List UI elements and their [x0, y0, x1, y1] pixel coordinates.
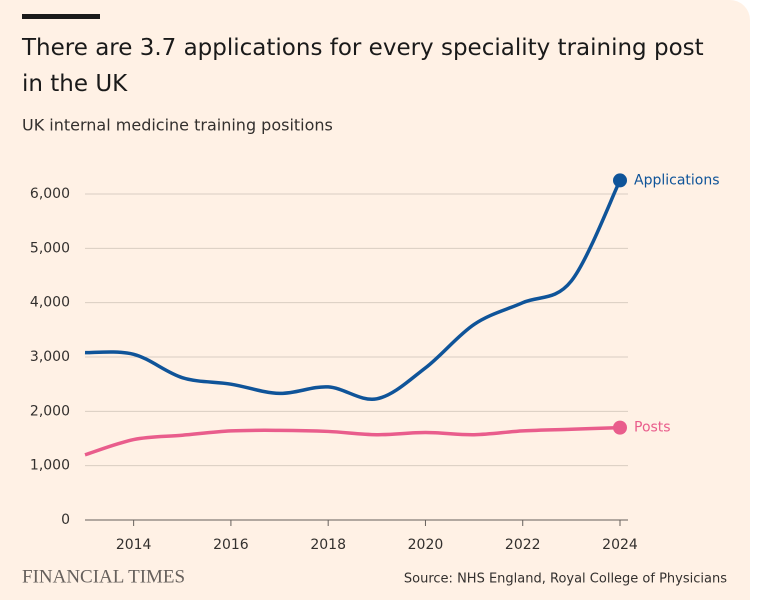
legend-label: Applications: [634, 172, 720, 188]
y-tick-label: 3,000: [30, 349, 70, 365]
line: [84, 425, 621, 457]
y-tick-label: 5,000: [30, 240, 70, 256]
chart-subtitle: UK internal medicine training positions: [22, 116, 333, 135]
x-tick-label: 2016: [213, 537, 249, 553]
card: [0, 0, 750, 600]
y-tick-label: 2,000: [30, 403, 70, 419]
x-tick-label: 2018: [310, 537, 346, 553]
brand: FINANCIAL TIMES: [22, 566, 185, 587]
top-bar: [22, 14, 100, 19]
x-tick-label: 2024: [602, 537, 638, 553]
end-dot: [613, 173, 627, 188]
x-tick-label: 2020: [408, 537, 444, 553]
y-tick-label: 0: [61, 512, 70, 528]
title-line: in the UK: [22, 71, 128, 97]
y-tick-label: 4,000: [30, 295, 70, 311]
source: Source: NHS England, Royal College of Ph…: [404, 572, 727, 587]
x-tick-label: 2014: [116, 537, 152, 553]
chart-title: There are 3.7 applications for every spe…: [21, 35, 704, 97]
y-tick-label: 6,000: [30, 186, 70, 202]
x-tick-label: 2022: [505, 537, 541, 553]
title-line: There are 3.7 applications for every spe…: [21, 35, 704, 61]
line: [84, 179, 622, 402]
y-tick-label: 1,000: [30, 458, 70, 474]
legend-label: Posts: [634, 420, 671, 436]
end-dot: [613, 420, 627, 435]
